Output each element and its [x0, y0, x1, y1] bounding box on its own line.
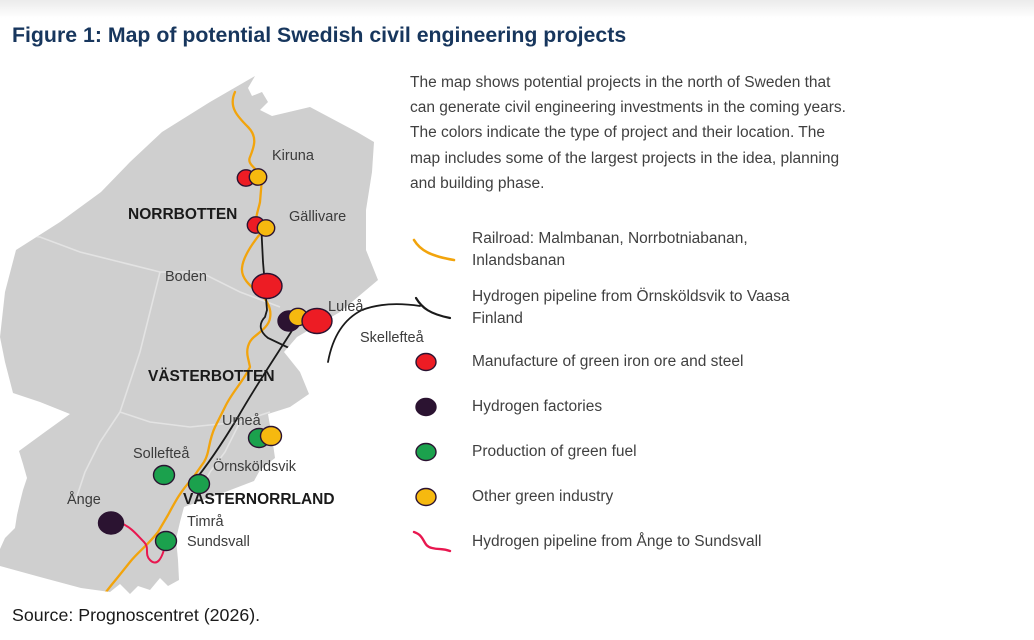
svg-text:Örnsköldsvik: Örnsköldsvik	[213, 457, 297, 475]
svg-text:Sollefteå: Sollefteå	[133, 446, 190, 462]
svg-text:Luleå: Luleå	[328, 299, 364, 315]
svg-text:Sundsvall: Sundsvall	[187, 534, 250, 550]
svg-text:VÄSTERNORRLAND: VÄSTERNORRLAND	[183, 491, 335, 508]
svg-text:Timrå: Timrå	[187, 514, 224, 530]
svg-text:Boden: Boden	[165, 269, 207, 285]
svg-text:VÄSTERBOTTEN: VÄSTERBOTTEN	[148, 368, 275, 385]
svg-text:Ånge: Ånge	[67, 491, 101, 508]
svg-text:Gällivare: Gällivare	[289, 209, 346, 225]
svg-text:Kiruna: Kiruna	[272, 148, 315, 164]
svg-text:Umeå: Umeå	[222, 413, 262, 429]
svg-text:NORRBOTTEN: NORRBOTTEN	[128, 206, 237, 223]
